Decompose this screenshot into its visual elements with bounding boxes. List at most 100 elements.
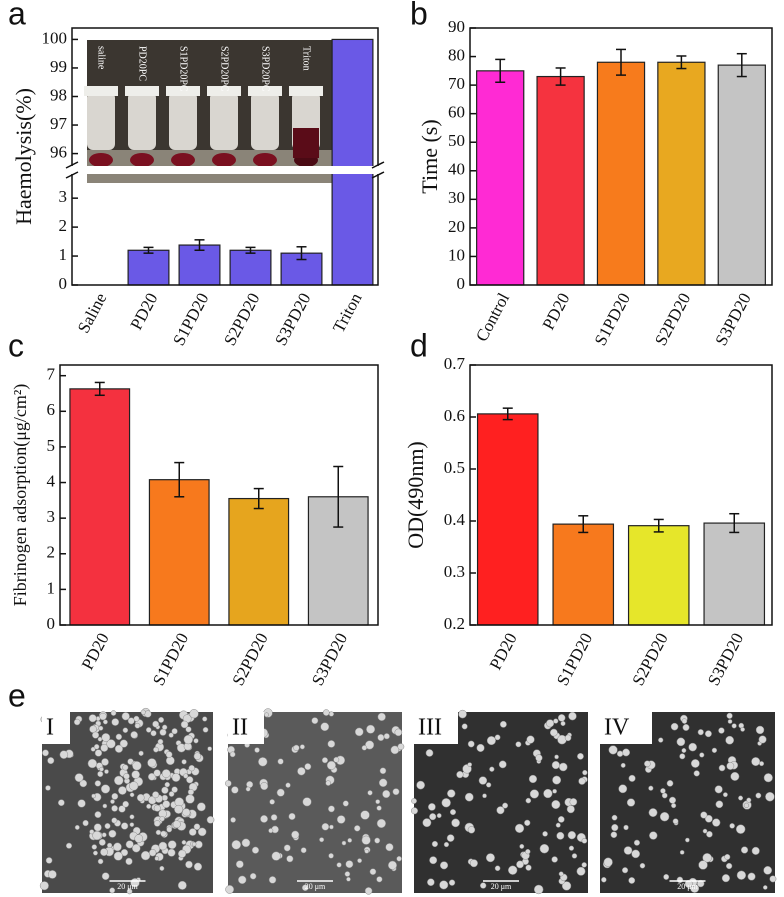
sem-particle <box>193 752 202 760</box>
sem-particle <box>168 791 175 797</box>
sem-particle <box>378 778 388 788</box>
sem-particle <box>568 845 575 851</box>
sem-particle <box>325 780 332 786</box>
sem-particle <box>202 716 208 722</box>
sem-particle <box>119 739 128 748</box>
sem-particle <box>231 786 239 794</box>
error-bar <box>736 52 747 78</box>
plot-frame <box>59 364 379 626</box>
sem-particle <box>367 790 373 796</box>
sem-particle <box>111 792 119 800</box>
sem-particle <box>127 717 135 725</box>
sem-particle <box>361 745 368 751</box>
photo-label: PD20PC <box>137 46 148 81</box>
sem-particle <box>469 859 478 868</box>
sem-particle <box>729 823 735 829</box>
sem-particle <box>341 840 347 846</box>
sem-particle <box>726 762 735 770</box>
tube-cap <box>125 86 159 96</box>
bar <box>148 479 210 626</box>
sem-particle <box>193 862 203 871</box>
sem-particle <box>333 756 340 763</box>
sem-particle <box>94 780 102 787</box>
image-label: I <box>46 715 54 741</box>
sem-particle <box>297 767 306 776</box>
sem-particle <box>347 837 353 843</box>
sem-particle <box>98 838 106 846</box>
panel-label: e <box>8 677 26 713</box>
sem-particle <box>346 876 351 882</box>
sem-particle <box>182 808 191 817</box>
sem-particle <box>164 781 170 788</box>
sem-particle <box>111 805 118 812</box>
sem-particle <box>514 823 525 833</box>
tube-cap <box>248 86 282 96</box>
sem-particle <box>502 802 509 809</box>
sem-particle <box>467 762 472 767</box>
y-tick-label: 0 <box>59 274 68 293</box>
y-tick-label: 7 <box>47 365 56 384</box>
sem-particle <box>129 822 135 827</box>
sem-particle <box>519 843 525 849</box>
x-tick-label: S2PD20 <box>628 630 671 689</box>
sem-particle <box>132 761 142 771</box>
sem-particle <box>193 738 199 744</box>
plot-frame <box>71 27 379 286</box>
sem-particle <box>122 800 129 808</box>
sem-particle <box>202 726 209 733</box>
sem-particle <box>478 776 488 785</box>
sem-particle <box>743 802 750 809</box>
sem-particle <box>183 773 189 779</box>
sem-particle <box>122 727 129 733</box>
sem-particle <box>704 814 713 823</box>
y-tick-label: 0 <box>47 614 56 633</box>
sem-particle <box>704 730 712 738</box>
sem-particle <box>763 866 772 875</box>
y-tick-label: 60 <box>448 103 465 122</box>
sem-particle <box>610 831 618 839</box>
sem-particle <box>171 773 181 782</box>
image-label: II <box>232 715 248 741</box>
sem-particle <box>515 741 522 748</box>
bar <box>331 38 374 286</box>
sem-particle <box>364 848 370 854</box>
y-tick-label: 70 <box>448 74 465 93</box>
sem-particle <box>162 724 168 730</box>
sem-particle <box>101 758 109 766</box>
sem-particle <box>147 758 157 768</box>
sem-particle <box>669 796 677 804</box>
sem-particle <box>447 789 456 798</box>
sem-particle <box>566 805 575 814</box>
tube-blood <box>212 153 236 167</box>
sem-particle <box>561 881 572 891</box>
sem-particle <box>150 730 157 737</box>
x-tick-label: S3PD20 <box>711 290 754 349</box>
sem-particle <box>496 806 505 815</box>
sem-particle <box>628 877 636 884</box>
error-bar <box>253 487 264 510</box>
x-tick-label: S3PD20 <box>271 290 314 349</box>
error-bar <box>296 246 307 261</box>
sem-particle <box>277 758 284 765</box>
tube <box>128 92 156 150</box>
sem-particle <box>525 864 532 871</box>
sem-particle <box>138 750 144 756</box>
sem-particle <box>65 842 73 849</box>
image-label: IV <box>604 715 630 741</box>
scale-bar-label: 20 μm <box>117 882 138 891</box>
y-tick-label: 50 <box>448 131 465 150</box>
sem-particle <box>140 850 151 861</box>
sem-particle <box>152 791 160 799</box>
sem-particle <box>679 753 686 760</box>
sem-particle <box>174 804 184 814</box>
sem-particle <box>658 737 664 743</box>
sem-particle <box>383 733 390 740</box>
sem-particle <box>569 798 578 806</box>
sem-particle <box>115 733 123 740</box>
sem-particle <box>626 798 636 807</box>
sem-particle <box>167 840 177 850</box>
sem-particle <box>321 822 330 831</box>
sem-particle <box>92 830 102 841</box>
sem-particle <box>726 712 733 719</box>
y-tick-label: 4 <box>47 471 56 490</box>
